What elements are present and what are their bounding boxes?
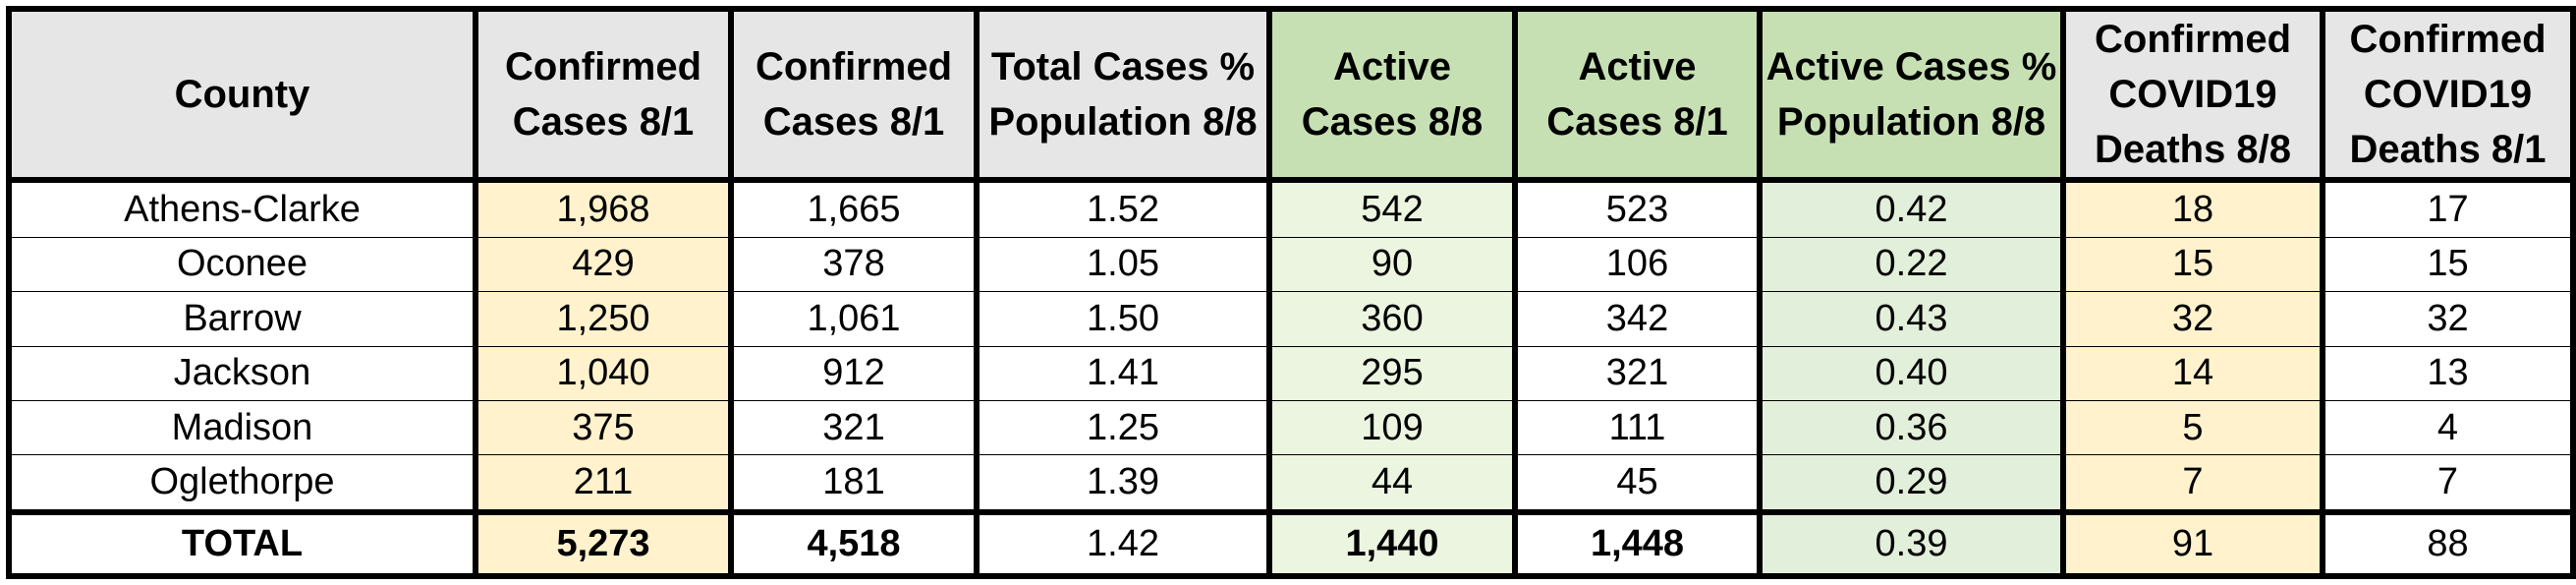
total-active-cases-8-1: 1,448 — [1512, 509, 1763, 579]
active-cases-8-1-cell: 523 — [1512, 179, 1763, 238]
total-cases-pct-cell: 1.25 — [974, 399, 1272, 456]
active-cases-8-8-cell: 44 — [1266, 454, 1518, 513]
total-deaths-8-8: 91 — [2060, 509, 2325, 579]
table-row: Madison 375 321 1.25 109 111 0.36 5 4 — [6, 399, 2576, 456]
header-active-cases-8-1: Active Cases 8/1 — [1512, 6, 1763, 183]
deaths-8-1-cell: 4 — [2320, 399, 2576, 456]
header-row: County Confirmed Cases 8/1 Confirmed Cas… — [6, 6, 2576, 183]
confirmed-cases-a-cell: 375 — [473, 399, 734, 456]
confirmed-cases-a-cell: 1,250 — [473, 291, 734, 347]
active-cases-8-8-cell: 109 — [1266, 399, 1518, 456]
active-cases-pct-cell: 0.40 — [1757, 345, 2066, 402]
confirmed-cases-b-cell: 378 — [728, 236, 980, 293]
deaths-8-8-cell: 14 — [2060, 345, 2325, 402]
county-cell: Jackson — [6, 345, 478, 402]
active-cases-8-1-cell: 111 — [1512, 399, 1763, 456]
county-cell: Oconee — [6, 236, 478, 293]
deaths-8-8-cell: 18 — [2060, 179, 2325, 238]
active-cases-8-1-cell: 45 — [1512, 454, 1763, 513]
table-row: Oconee 429 378 1.05 90 106 0.22 15 15 — [6, 236, 2576, 293]
confirmed-cases-a-cell: 429 — [473, 236, 734, 293]
active-cases-8-8-cell: 90 — [1266, 236, 1518, 293]
total-confirmed-cases-b: 4,518 — [728, 509, 980, 579]
confirmed-cases-a-cell: 211 — [473, 454, 734, 513]
county-cell: Oglethorpe — [6, 454, 478, 513]
deaths-8-8-cell: 15 — [2060, 236, 2325, 293]
deaths-8-1-cell: 17 — [2320, 179, 2576, 238]
total-deaths-8-1: 88 — [2320, 509, 2576, 579]
total-active-cases-8-8: 1,440 — [1266, 509, 1518, 579]
active-cases-8-1-cell: 342 — [1512, 291, 1763, 347]
active-cases-8-1-cell: 106 — [1512, 236, 1763, 293]
total-cases-pct-cell: 1.50 — [974, 291, 1272, 347]
header-deaths-8-1: Confirmed COVID19 Deaths 8/1 — [2320, 6, 2576, 183]
active-cases-8-8-cell: 295 — [1266, 345, 1518, 402]
header-county: County — [6, 6, 478, 183]
deaths-8-1-cell: 13 — [2320, 345, 2576, 402]
header-confirmed-cases-a: Confirmed Cases 8/1 — [473, 6, 734, 183]
active-cases-pct-cell: 0.22 — [1757, 236, 2066, 293]
header-active-cases-pct: Active Cases % Population 8/8 — [1757, 6, 2066, 183]
deaths-8-1-cell: 15 — [2320, 236, 2576, 293]
confirmed-cases-b-cell: 181 — [728, 454, 980, 513]
confirmed-cases-b-cell: 912 — [728, 345, 980, 402]
county-cell: Athens-Clarke — [6, 179, 478, 238]
county-cell: Barrow — [6, 291, 478, 347]
confirmed-cases-b-cell: 1,665 — [728, 179, 980, 238]
confirmed-cases-a-cell: 1,040 — [473, 345, 734, 402]
active-cases-pct-cell: 0.36 — [1757, 399, 2066, 456]
confirmed-cases-b-cell: 1,061 — [728, 291, 980, 347]
total-active-cases-pct: 0.39 — [1757, 509, 2066, 579]
deaths-8-8-cell: 32 — [2060, 291, 2325, 347]
deaths-8-1-cell: 32 — [2320, 291, 2576, 347]
county-cell: Madison — [6, 399, 478, 456]
header-active-cases-8-8: Active Cases 8/8 — [1266, 6, 1518, 183]
header-confirmed-cases-b: Confirmed Cases 8/1 — [728, 6, 980, 183]
total-cases-pct-cell: 1.52 — [974, 179, 1272, 238]
confirmed-cases-a-cell: 1,968 — [473, 179, 734, 238]
deaths-8-8-cell: 7 — [2060, 454, 2325, 513]
active-cases-pct-cell: 0.43 — [1757, 291, 2066, 347]
confirmed-cases-b-cell: 321 — [728, 399, 980, 456]
active-cases-8-8-cell: 542 — [1266, 179, 1518, 238]
total-cases-pct-cell: 1.39 — [974, 454, 1272, 513]
covid-county-table: County Confirmed Cases 8/1 Confirmed Cas… — [6, 6, 2576, 579]
table-row: Oglethorpe 211 181 1.39 44 45 0.29 7 7 — [6, 454, 2576, 513]
active-cases-8-1-cell: 321 — [1512, 345, 1763, 402]
header-total-cases-pct: Total Cases % Population 8/8 — [974, 6, 1272, 183]
table-row: Jackson 1,040 912 1.41 295 321 0.40 14 1… — [6, 345, 2576, 402]
active-cases-pct-cell: 0.29 — [1757, 454, 2066, 513]
table-row: Athens-Clarke 1,968 1,665 1.52 542 523 0… — [6, 179, 2576, 238]
active-cases-pct-cell: 0.42 — [1757, 179, 2066, 238]
deaths-8-8-cell: 5 — [2060, 399, 2325, 456]
total-cases-pct-cell: 1.41 — [974, 345, 1272, 402]
total-label: TOTAL — [6, 509, 478, 579]
total-cases-pct: 1.42 — [974, 509, 1272, 579]
deaths-8-1-cell: 7 — [2320, 454, 2576, 513]
total-row: TOTAL 5,273 4,518 1.42 1,440 1,448 0.39 … — [6, 509, 2576, 579]
table-row: Barrow 1,250 1,061 1.50 360 342 0.43 32 … — [6, 291, 2576, 347]
total-cases-pct-cell: 1.05 — [974, 236, 1272, 293]
active-cases-8-8-cell: 360 — [1266, 291, 1518, 347]
total-confirmed-cases-a: 5,273 — [473, 509, 734, 579]
header-deaths-8-8: Confirmed COVID19 Deaths 8/8 — [2060, 6, 2325, 183]
